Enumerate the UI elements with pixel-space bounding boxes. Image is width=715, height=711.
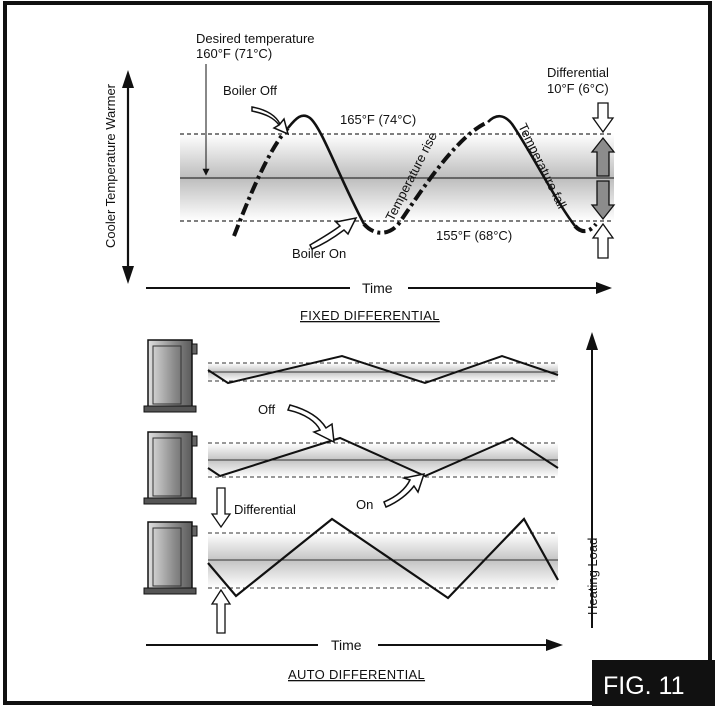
auto-time-axis-arrow [546,639,563,651]
auto-differential-title: AUTO DIFFERENTIAL [288,667,425,682]
auto-time-axis-label: Time [331,637,362,653]
auto-wave-1 [207,354,559,385]
heating-load-label: Heating Load [585,538,600,615]
heating-load-axis-arrow [586,332,598,350]
temperature-rise-indicator [590,136,616,177]
boiler-on-label: Boiler On [292,246,346,261]
temperature-rise-curve-2 [362,120,489,235]
temperature-fall-indicator [590,180,616,221]
on-arrow [383,473,426,508]
time-axis-label: Time [362,280,393,296]
differential-up-arrow [210,588,232,634]
boiler-icon-2 [143,431,198,505]
boiler-icon-3 [143,521,198,595]
fixed-differential-title: FIXED DIFFERENTIAL [300,308,440,323]
temperature-rise-curve-3 [573,222,598,233]
temperature-axis-label: Cooler Temperature Warmer [103,83,118,248]
fig-label: FIG. 11 [603,672,685,700]
desired-temp-value: 160°F (71°C) [196,46,272,61]
lower-band [180,178,614,221]
temperature-axis-arrow-down [122,266,134,284]
auto-wave-3 [207,517,559,600]
fig-label-badge [592,660,715,706]
off-arrow [286,404,335,444]
time-axis-arrow [596,282,612,294]
on-label: On [356,497,373,512]
temperature-rise-curve-1 [232,126,290,237]
boiler-icon-1 [143,339,198,413]
boiler-off-arrow [251,106,290,136]
high-temp-label: 165°F (74°C) [340,112,416,127]
auto-wave-2 [207,436,559,478]
fixed-differential-panel: Desired temperature 160°F (71°C) Boiler … [103,31,616,323]
boiler-off-label: Boiler Off [223,83,277,98]
temperature-axis-arrow-up [122,70,134,88]
differential-label: Differential [547,65,609,80]
temperature-fall-curve-1 [286,114,366,225]
temperature-fall-curve-2 [487,114,577,227]
differential-down-arrow-outline [591,102,615,134]
boiler-on-arrow [309,216,358,250]
differential-up-arrow-outline [591,222,615,259]
low-temp-label: 155°F (68°C) [436,228,512,243]
off-label: Off [258,402,275,417]
differential-value: 10°F (6°C) [547,81,609,96]
auto-differential-label: Differential [234,502,296,517]
differential-down-arrow [210,487,232,529]
desired-temp-label: Desired temperature [196,31,315,46]
auto-differential-panel: Off On Differential Heating Load Time AU… [143,332,600,682]
